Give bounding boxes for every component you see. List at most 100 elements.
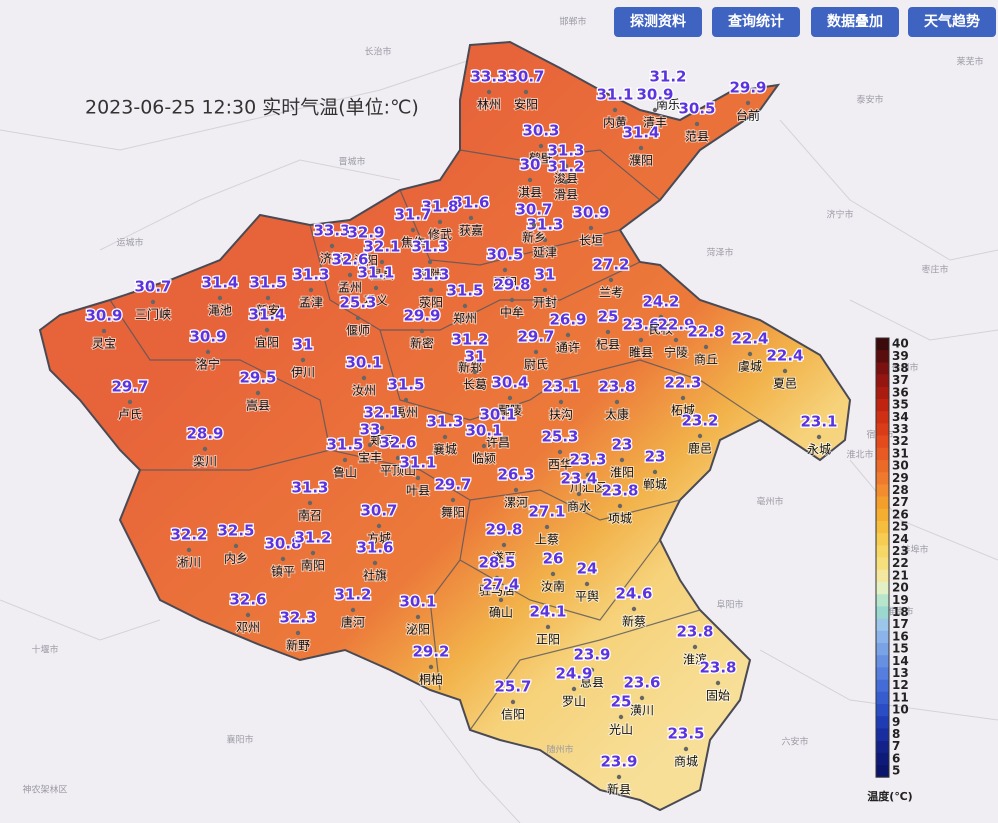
station-dot — [342, 457, 348, 463]
station-name: 淅川 — [177, 555, 201, 570]
station-name: 方城 — [367, 531, 391, 546]
station-temp: 31.5 — [326, 436, 363, 454]
station-name: 灵宝 — [92, 337, 116, 351]
legend-tick-label: 13 — [892, 666, 909, 680]
basemap-label: 济宁市 — [826, 209, 853, 221]
station-temp: 32.6 — [331, 251, 368, 269]
station-dot — [427, 259, 433, 265]
station-name: 沁阳 — [354, 254, 378, 268]
button[interactable]: 探测资料 — [614, 7, 702, 37]
station-temp: 23.2 — [681, 412, 718, 430]
station-temp: 23.4 — [560, 470, 597, 488]
station-name: 杞县 — [596, 338, 620, 352]
station-temp: 31.3 — [412, 266, 449, 284]
station-name: 汝州 — [352, 384, 376, 398]
legend-tick-label: 21 — [892, 568, 909, 582]
station-dot — [638, 337, 644, 343]
station-dot — [584, 581, 590, 587]
station-dot — [379, 425, 385, 431]
station-temp: 29.8 — [493, 276, 530, 294]
button[interactable]: 数据叠加 — [811, 7, 899, 37]
station-name: 上蔡 — [535, 533, 559, 547]
station-dot — [376, 523, 382, 529]
legend-swatch — [876, 411, 889, 424]
station-name: 中牟 — [500, 305, 524, 320]
basemap-label: 蚌埠市 — [901, 544, 928, 556]
station-name: 平顶山 — [380, 464, 416, 478]
station-dot — [616, 774, 622, 780]
station-name: 夏邑 — [773, 377, 797, 391]
legend-swatch — [876, 484, 889, 497]
station-temp: 29.9 — [403, 307, 440, 325]
station-name: 济源 — [320, 251, 344, 266]
legend-swatch — [876, 618, 889, 632]
station-dot — [692, 644, 698, 650]
station-temp: 31.3 — [426, 413, 463, 431]
legend-tick-label: 30 — [892, 459, 909, 473]
basemap-label: 菏泽市 — [706, 247, 733, 259]
station-dot — [605, 329, 611, 335]
station-dot — [652, 469, 658, 475]
station-temp: 25 — [598, 308, 619, 326]
station-dot — [694, 121, 700, 127]
station-temp: 29.5 — [239, 369, 276, 387]
station-name: 民权 — [649, 323, 673, 337]
station-temp: 31.2 — [451, 331, 488, 349]
station-name: 滑县 — [554, 188, 578, 202]
station-name: 社旗 — [363, 568, 387, 583]
station-dot — [589, 667, 595, 673]
station-name: 宜阳 — [255, 335, 279, 350]
station-dot — [395, 455, 401, 461]
station-name: 新县 — [607, 782, 631, 797]
station-name: 潢川 — [630, 704, 654, 718]
legend-tick-label: 31 — [892, 446, 909, 460]
station-temp: 26.3 — [497, 466, 534, 484]
station-name: 通许 — [556, 341, 580, 355]
station-dot — [415, 475, 421, 481]
station-temp: 30.9 — [636, 86, 673, 104]
basemap-lines — [0, 59, 998, 823]
station-name: 巩义 — [364, 294, 388, 308]
station-dot — [542, 237, 548, 243]
station-temp: 31.4 — [248, 306, 285, 324]
button[interactable]: 查询统计 — [712, 7, 800, 37]
station-name: 光山 — [609, 723, 633, 737]
station-name: 邓州 — [236, 621, 260, 635]
station-temp: 30.9 — [189, 328, 226, 346]
station-dot — [563, 163, 569, 169]
legend-tick-label: 40 — [892, 337, 909, 351]
station-name: 新野 — [286, 638, 310, 653]
button[interactable]: 天气趋势 — [908, 7, 996, 37]
station-dot — [550, 571, 556, 577]
station-temp: 31.3 — [291, 479, 328, 497]
station-name: 商丘 — [694, 352, 718, 367]
station-temp: 24.9 — [555, 665, 592, 683]
station-name: 确山 — [489, 606, 513, 620]
station-dot — [295, 630, 301, 636]
station-name: 清丰 — [643, 116, 667, 130]
station-name: 南召 — [298, 508, 322, 523]
station-name: 内黄 — [603, 116, 627, 130]
station-dot — [245, 612, 251, 618]
station-name: 郑州 — [453, 311, 477, 326]
station-temp: 33.3 — [470, 68, 507, 86]
station-name: 镇平 — [271, 565, 295, 579]
basemap-label: 襄阳市 — [226, 734, 253, 746]
station-temp: 31 — [465, 348, 486, 366]
legend-swatch — [876, 557, 889, 571]
station-dot — [638, 145, 644, 151]
city-borders — [109, 149, 761, 731]
station-temp: 32.9 — [347, 224, 384, 242]
station-dot — [533, 349, 539, 355]
station-temp: 31.1 — [357, 264, 394, 282]
station-name: 泌阳 — [406, 623, 430, 637]
station-name: 柘城 — [671, 404, 695, 418]
station-temp: 31.2 — [334, 586, 371, 604]
station-dot — [683, 746, 689, 752]
station-dot — [403, 397, 409, 403]
station-name: 川汇区 — [570, 481, 606, 495]
station-name: 禹州 — [394, 406, 418, 420]
station-name: 太康 — [605, 407, 629, 422]
legend-swatch — [876, 679, 889, 693]
station-temp: 30.8 — [264, 535, 301, 553]
